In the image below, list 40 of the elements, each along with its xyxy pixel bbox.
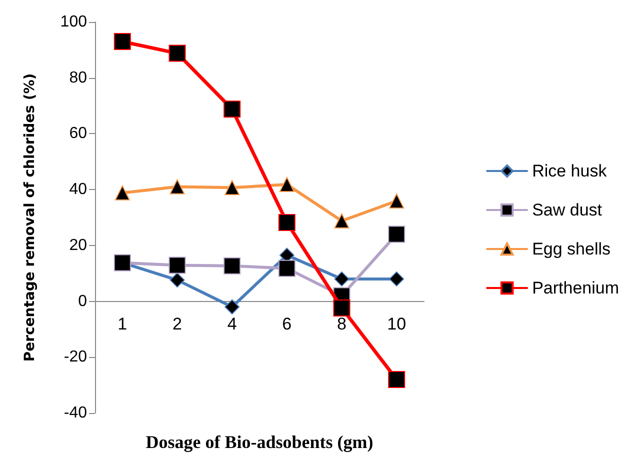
y-tick-label: 60 xyxy=(69,125,88,142)
y-tick-label: 100 xyxy=(60,14,88,30)
y-axis-title: Percentage removal of chlorides (%) xyxy=(22,73,38,362)
point xyxy=(114,33,131,50)
legend-label: Rice husk xyxy=(532,162,608,180)
point xyxy=(334,213,350,228)
legend-label: Saw dust xyxy=(532,200,602,220)
point xyxy=(224,257,241,274)
legend-label: Parthenium xyxy=(532,278,620,298)
point xyxy=(170,179,185,194)
point xyxy=(389,194,404,209)
point xyxy=(170,272,185,288)
point xyxy=(279,177,294,192)
x-axis-title: Dosage of Bio-adsobents (gm) xyxy=(146,432,374,452)
point xyxy=(224,180,240,196)
x-tick-label: 6 xyxy=(282,314,292,334)
point xyxy=(389,271,404,286)
point xyxy=(168,44,186,62)
point xyxy=(278,214,296,232)
point xyxy=(388,226,406,243)
x-tick-label: 1 xyxy=(118,314,128,334)
point xyxy=(114,185,130,200)
point xyxy=(224,299,240,314)
y-tick-label: -40 xyxy=(64,404,88,422)
y-tick-label: 20 xyxy=(69,236,88,254)
y-tick-label: -20 xyxy=(64,348,88,366)
point xyxy=(224,100,241,118)
point xyxy=(168,256,186,274)
x-tick-label: 8 xyxy=(337,314,346,334)
point xyxy=(334,271,350,286)
x-tick-label: 2 xyxy=(172,314,182,334)
y-tick-label: 40 xyxy=(69,181,88,198)
y-tick-label: 80 xyxy=(69,69,88,86)
point xyxy=(388,370,406,388)
y-tick-label: 0 xyxy=(78,292,88,310)
x-tick-label: 10 xyxy=(387,314,406,334)
x-tick-label: 4 xyxy=(227,314,237,334)
point xyxy=(278,260,296,277)
point xyxy=(333,299,350,316)
legend-label: Egg shells xyxy=(532,240,611,258)
